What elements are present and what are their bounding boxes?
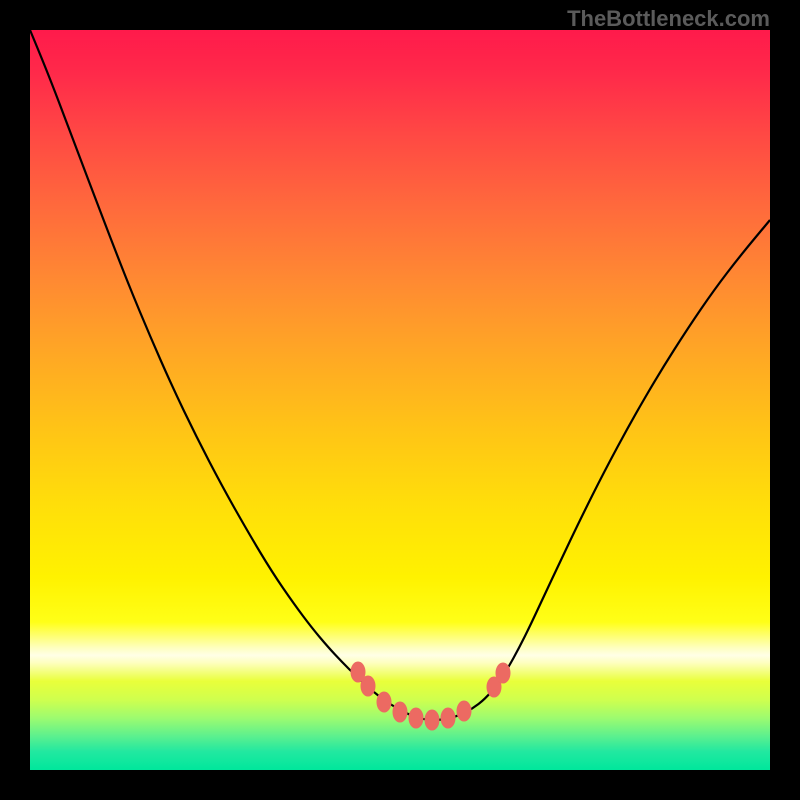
curve-marker [441,708,455,728]
curve-marker [361,676,375,696]
curve-marker [496,663,510,683]
curve-marker [377,692,391,712]
curve-marker [425,710,439,730]
curve-path [30,30,770,720]
curve-marker [393,702,407,722]
bottleneck-curve [0,0,800,800]
curve-marker [409,708,423,728]
curve-marker [457,701,471,721]
watermark: TheBottleneck.com [567,6,770,32]
